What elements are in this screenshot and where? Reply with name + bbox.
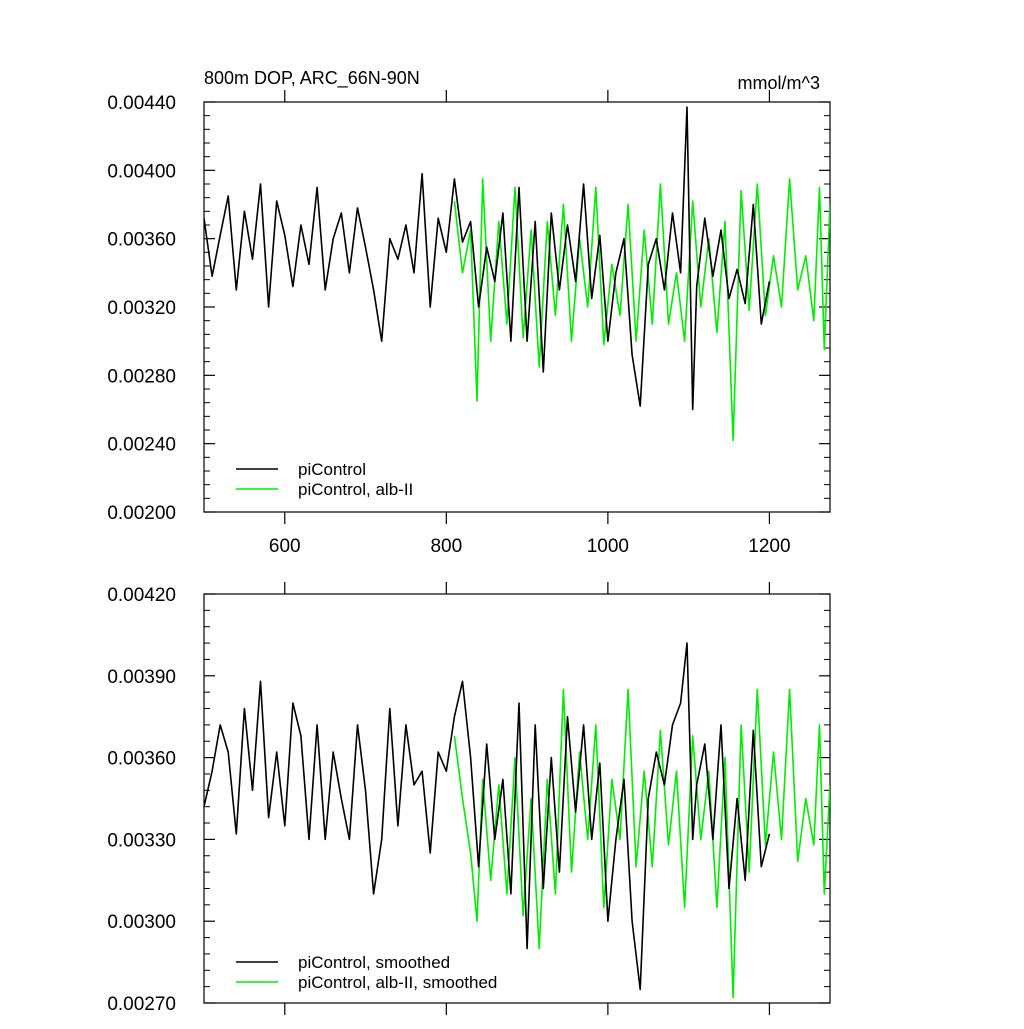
plot-frame [203, 101, 831, 513]
y-tick-label: 0.00320 [107, 298, 176, 319]
legend-label: piControl, alb-II, smoothed [298, 973, 497, 992]
y-tick-label: 0.00360 [107, 230, 176, 251]
x-tick-label: 1200 [748, 536, 790, 557]
y-tick-label: 0.00200 [107, 503, 176, 524]
y-tick-label: 0.00400 [107, 161, 176, 182]
legend-label: piControl, smoothed [298, 953, 450, 972]
y-tick-label: 0.00420 [107, 585, 176, 606]
legend-label: piControl [298, 460, 366, 479]
x-tick-label: 800 [430, 536, 462, 557]
y-tick-label: 0.00360 [107, 749, 176, 770]
y-tick-label: 0.00280 [107, 366, 176, 387]
legend-label: piControl, alb-II [298, 480, 413, 499]
series-line-picontrol-alb-ii [453, 688, 830, 999]
y-tick-label: 0.00270 [107, 994, 176, 1015]
series-line-picontrol [204, 642, 771, 991]
units-label: mmol/m^3 [738, 73, 820, 93]
x-tick-label: 1000 [587, 536, 629, 557]
y-tick-label: 0.00300 [107, 912, 176, 933]
series-line-picontrol [204, 106, 771, 411]
chart-title: 800m DOP, ARC_66N-90N [204, 68, 420, 89]
series-line-picontrol-alb-ii [453, 178, 830, 442]
y-tick-label: 0.00330 [107, 830, 176, 851]
top-panel: 0.00200 0.00240 0.00280 0.00320 0.00360 0.004… [107, 68, 831, 557]
y-tick-label: 0.00390 [107, 667, 176, 688]
y-tick-label: 0.00440 [107, 93, 176, 114]
bottom-panel: 0.00270 0.00300 0.00330 0.00360 0.00390 0.004… [107, 582, 831, 1015]
x-tick-label: 600 [269, 536, 301, 557]
y-tick-label: 0.00240 [107, 435, 176, 456]
